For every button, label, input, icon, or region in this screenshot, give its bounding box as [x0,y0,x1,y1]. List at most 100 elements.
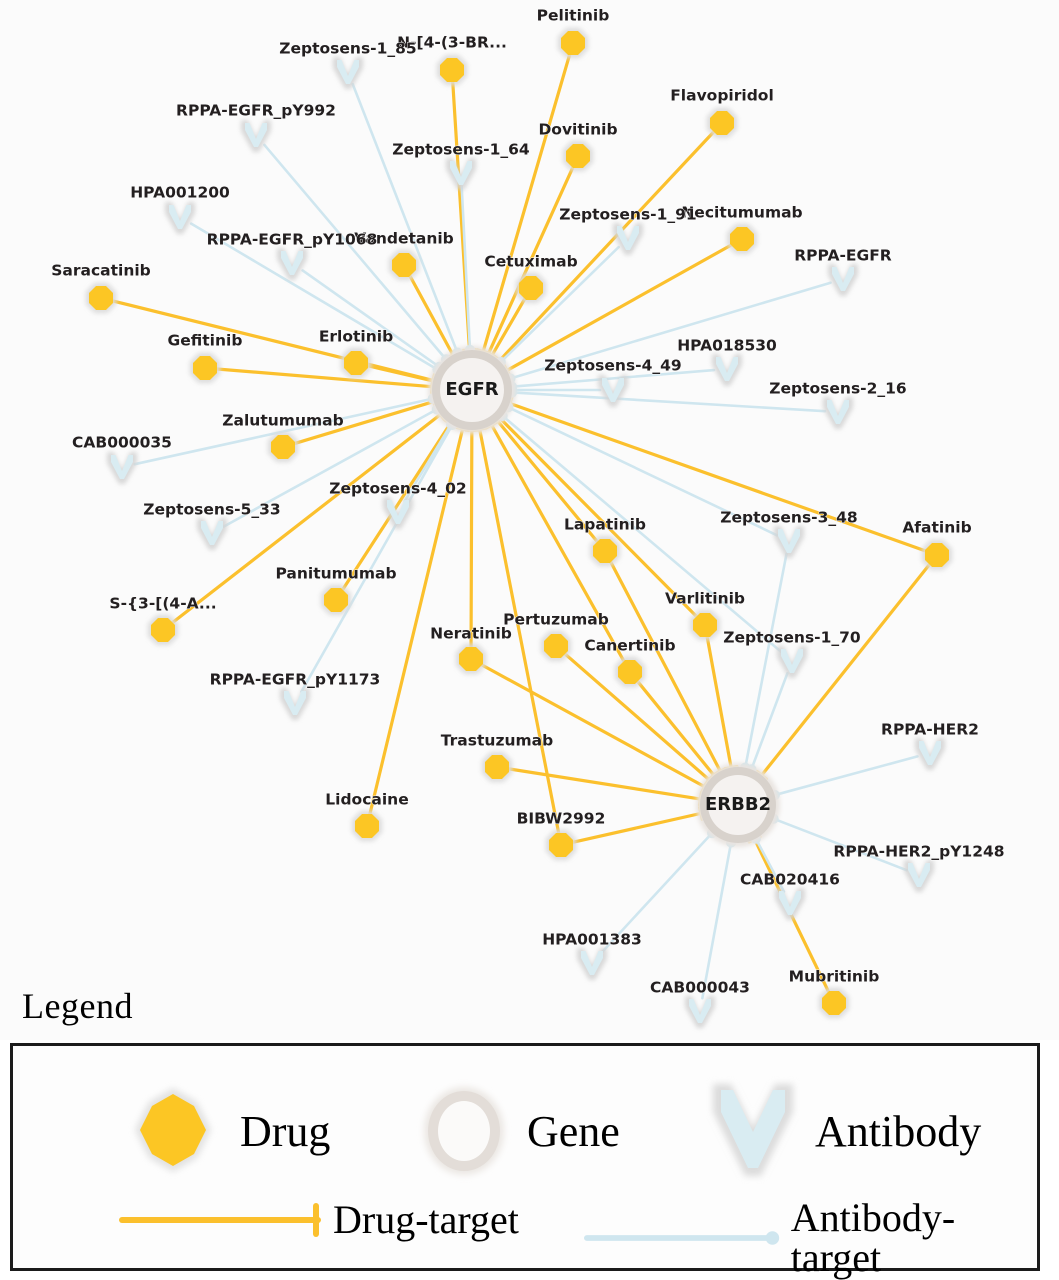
drug-node[interactable] [189,352,221,384]
drug-node[interactable] [562,140,594,172]
antibody-node[interactable] [383,497,413,529]
edge-drug[interactable] [497,130,716,363]
drug-node[interactable] [147,614,179,646]
antibody-node[interactable] [712,354,742,386]
edge-antibody[interactable] [773,755,919,797]
edge-drug[interactable] [507,767,703,801]
drug-node[interactable] [436,54,468,86]
edge-drug[interactable] [490,296,527,357]
edge-antibody[interactable] [460,184,472,352]
edge-drug[interactable] [368,427,465,816]
edge-drug[interactable] [481,52,572,354]
drug-node[interactable] [726,223,758,255]
edge-antibody[interactable] [506,405,779,537]
antibody-node[interactable] [915,738,945,770]
antibody-node[interactable] [577,948,607,980]
antibody-node[interactable] [685,996,715,1028]
antibody-node[interactable] [775,888,805,920]
edge-drug[interactable] [469,428,474,649]
edge-drug[interactable] [571,811,703,844]
antibody-node[interactable] [598,375,628,407]
edge-drug[interactable] [366,364,435,383]
antibody-node-label: Zeptosens-4_49 [544,357,681,375]
antibody-node[interactable] [613,223,643,255]
drug-node[interactable] [455,643,487,675]
edge-drug[interactable] [505,243,734,373]
edge-antibody[interactable] [509,281,832,380]
legend-line-row: Drug-target Antibody-target [13,1198,1037,1278]
antibody-node[interactable] [446,158,476,190]
edge-antibody[interactable] [189,222,439,371]
gene-node[interactable] [428,346,516,434]
drug-node[interactable] [557,27,589,59]
drug-node[interactable] [921,539,953,571]
antibody-node[interactable] [197,518,227,550]
edge-antibody[interactable] [501,414,784,654]
network-canvas[interactable]: EGFR ERBB2 Pelitinib N-[4-(3-BR... Flavopir… [0,0,1059,1040]
edge-drug[interactable] [489,423,626,664]
edge-drug[interactable] [408,273,455,357]
antibody-node[interactable] [277,248,307,280]
drug-node[interactable] [388,249,420,281]
edge-drug[interactable] [486,165,575,356]
drug-node[interactable] [818,987,850,1019]
drug-node[interactable] [267,431,299,463]
edge-antibody[interactable] [133,397,435,466]
gene-node[interactable] [696,763,780,847]
edge-drug[interactable] [479,663,707,789]
drug-node[interactable] [481,751,513,783]
antibody-node[interactable] [823,397,853,429]
edge-antibody[interactable] [510,391,827,413]
edge-drug[interactable] [508,401,928,553]
edge-drug[interactable] [495,419,599,544]
drug-node[interactable] [589,535,621,567]
drug-node[interactable] [706,107,738,139]
edge-antibody[interactable] [750,671,789,771]
edge-antibody[interactable] [743,552,788,769]
edge-drug[interactable] [340,421,452,592]
drug-node[interactable] [351,810,383,842]
antibody-node[interactable] [333,57,363,89]
drug-node[interactable] [515,272,547,304]
drug-node[interactable] [614,656,646,688]
edge-antibody[interactable] [754,837,786,893]
legend-label-antibody-target: Antibody-target [790,1195,956,1280]
drug-node[interactable] [545,829,577,861]
antibody-node[interactable] [241,120,271,152]
antibody-node[interactable] [904,860,934,892]
drug-node[interactable] [340,347,372,379]
drug-node[interactable] [540,630,572,662]
edge-antibody[interactable] [222,407,439,529]
edge-drug[interactable] [292,399,436,446]
edge-drug[interactable] [498,416,699,619]
antibody-node[interactable] [828,264,858,296]
edge-antibody[interactable] [351,82,459,355]
edge-antibody[interactable] [701,841,733,1000]
edge-antibody[interactable] [263,143,448,361]
edge-drug[interactable] [608,560,722,773]
drug-node[interactable] [320,584,352,616]
edge-drug[interactable] [705,635,733,770]
edge-drug[interactable] [635,679,716,778]
antibody-node[interactable] [107,452,137,484]
edge-drug[interactable] [478,427,561,835]
drug-node[interactable] [689,609,721,641]
antibody-node[interactable] [280,688,310,720]
drug-node-label: Gefitinib [168,332,243,350]
edge-antibody[interactable] [599,831,714,955]
antibody-node[interactable] [165,202,195,234]
edge-antibody[interactable] [301,269,441,369]
drug-node[interactable] [85,282,117,314]
drug-node-label: Varlitinib [665,590,745,608]
edge-antibody[interactable] [499,245,620,364]
antibody-node[interactable] [777,646,807,678]
edge-drug[interactable] [563,652,711,782]
edge-drug[interactable] [170,412,443,625]
antibody-node[interactable] [774,526,804,558]
edge-antibody[interactable] [510,368,716,389]
edge-antibody[interactable] [403,422,453,503]
edge-antibody[interactable] [300,423,454,693]
edge-drug[interactable] [215,367,434,389]
edge-drug[interactable] [760,562,932,777]
edge-antibody[interactable] [772,817,909,872]
